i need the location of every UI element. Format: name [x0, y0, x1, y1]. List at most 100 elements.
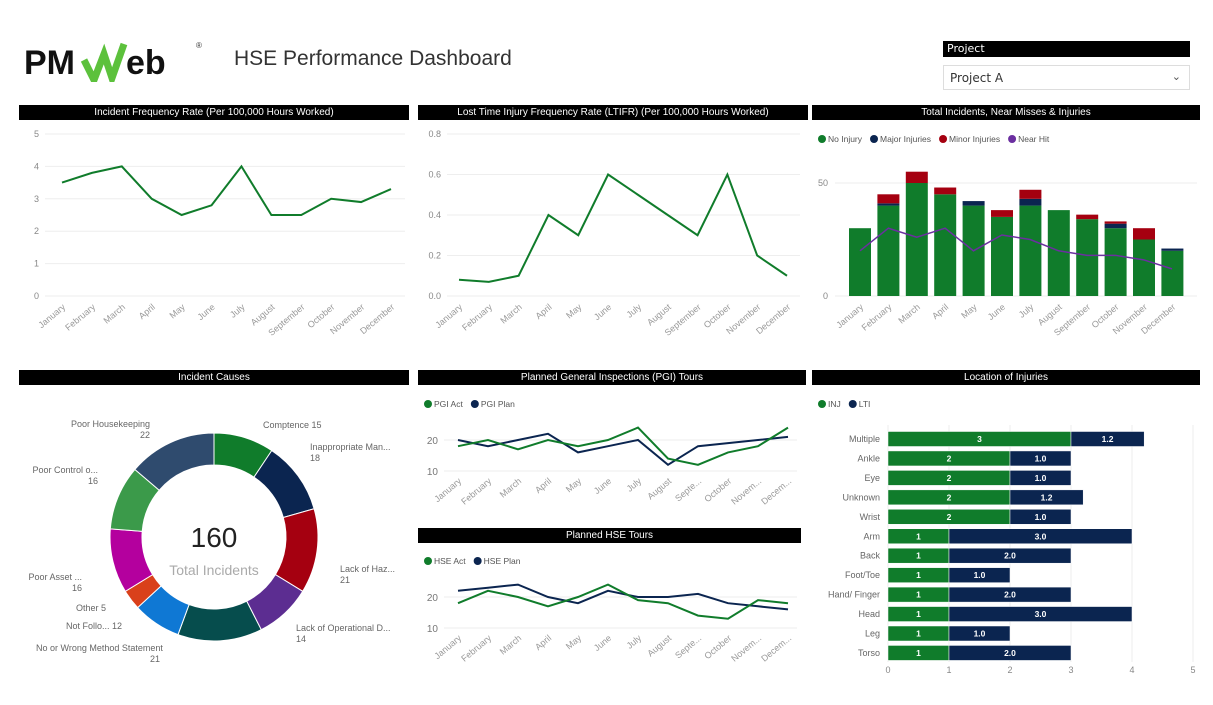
incidents-bar-minor-injuries	[905, 171, 928, 183]
pgi-title: Planned General Inspections (PGI) Tours	[418, 370, 806, 385]
location-x-tick: 4	[1129, 665, 1134, 675]
incidents-bar-minor-injuries	[991, 210, 1013, 217]
project-dropdown[interactable]: Project A ⌄	[943, 65, 1190, 90]
pgi-plan-line	[457, 432, 789, 467]
legend-marker	[424, 400, 432, 408]
incidents-bar-no-injury	[1161, 250, 1184, 296]
location-x-tick: 0	[885, 665, 890, 675]
incidents-bar-minor-injuries	[934, 187, 957, 195]
location-bar-lti	[948, 528, 1133, 544]
location-bar-label: 1.0	[974, 570, 986, 580]
causes-title: Incident Causes	[19, 370, 409, 385]
incidents-bar-no-injury	[877, 205, 900, 296]
pgi-x-tick: February	[459, 476, 493, 507]
incidents-bar-no-injury	[1133, 239, 1155, 296]
ltifr-x-tick: July	[624, 302, 643, 320]
location-bar-label: 1	[916, 648, 921, 658]
svg-text:PM: PM	[24, 44, 75, 82]
ifr-y-tick: 3	[34, 194, 39, 204]
ifr-y-tick: 1	[34, 259, 39, 269]
incidents-bar-no-injury	[991, 216, 1013, 296]
ltifr-x-tick: March	[498, 302, 524, 326]
location-bar-lti	[948, 625, 1011, 642]
location-x-tick: 5	[1190, 665, 1195, 675]
ifr-line	[61, 164, 392, 217]
pgi-act-line	[457, 426, 789, 466]
location-category: Ankle	[857, 453, 880, 463]
location-x-tick: 2	[1007, 665, 1012, 675]
location-title: Location of Injuries	[812, 370, 1200, 385]
ifr-y-tick: 2	[34, 226, 39, 236]
location-bar-label: 1	[916, 551, 921, 561]
pgi-x-tick: May	[564, 476, 584, 495]
cause-value: 18	[310, 453, 320, 463]
location-category: Hand/ Finger	[828, 590, 880, 600]
location-category: Arm	[864, 531, 881, 541]
incidents-x-tick: July	[1017, 302, 1036, 320]
total-incidents-label: Total Incidents	[169, 562, 259, 578]
hse-plan-line	[457, 583, 789, 611]
cause-label: Comptence 15	[263, 420, 322, 430]
cause-label: Inappropriate Man...	[310, 442, 391, 452]
location-bar-label: 2	[947, 492, 952, 502]
location-bar-lti	[948, 547, 1072, 564]
location-bar-label: 1.2	[1041, 492, 1053, 502]
incidents-bar-minor-injuries	[1076, 214, 1099, 220]
legend-marker	[473, 557, 482, 565]
location-bar-label: 2.0	[1004, 590, 1016, 600]
location-bar-label: 3.0	[1035, 609, 1047, 619]
pgi-x-tick: June	[592, 476, 613, 496]
near-hit-line	[859, 227, 1173, 270]
legend-marker	[818, 135, 826, 143]
cause-label: Poor Housekeeping	[71, 419, 150, 429]
hse-title: Planned HSE Tours	[418, 528, 801, 543]
cause-value: 14	[296, 634, 306, 644]
hse-x-tick: July	[625, 633, 644, 651]
incidents-x-tick: February	[860, 302, 894, 333]
ltifr-x-tick: June	[592, 302, 613, 322]
legend-marker	[1008, 135, 1017, 143]
location-category: Eye	[864, 473, 880, 483]
location-bar-label: 3.0	[1035, 531, 1047, 541]
incidents-x-tick: June	[986, 302, 1007, 322]
donut-slice	[177, 600, 262, 642]
location-bar-label: 1.0	[1035, 453, 1047, 463]
pgi-x-tick: July	[625, 476, 644, 494]
total-incidents-value: 160	[191, 522, 238, 553]
location-bar-lti	[1009, 470, 1072, 486]
incidents-bar-minor-injuries	[877, 194, 900, 204]
donut-slice	[134, 432, 215, 491]
incidents-bar-minor-injuries	[1104, 221, 1127, 224]
legend-marker	[470, 400, 479, 408]
ifr-y-tick: 4	[34, 161, 39, 171]
cause-label: Lack of Haz...	[340, 564, 395, 574]
ltifr-line	[458, 171, 788, 283]
ltifr-y-tick: 0.8	[428, 129, 441, 139]
location-x-tick: 3	[1068, 665, 1073, 675]
location-category: Foot/Toe	[845, 570, 880, 580]
incidents-bar-major-injuries	[1104, 223, 1127, 229]
cause-value: 21	[340, 575, 350, 585]
ltifr-y-tick: 0.2	[428, 251, 441, 261]
legend-marker	[870, 135, 879, 143]
ltifr-x-tick: April	[534, 302, 554, 321]
hse-x-tick: Decem...	[759, 633, 793, 664]
cause-label: Other 5	[76, 603, 106, 613]
project-slicer[interactable]: Project Project A ⌄	[943, 41, 1190, 90]
location-bar-label: 1	[916, 590, 921, 600]
hse-x-tick: March	[498, 633, 524, 657]
incidents-x-tick: May	[959, 302, 979, 321]
incidents-bar-no-injury	[934, 194, 957, 296]
incidents-y-tick: 0	[823, 291, 828, 301]
location-category: Wrist	[860, 512, 881, 522]
location-category: Back	[860, 551, 881, 561]
location-category: Multiple	[849, 434, 880, 444]
ifr-y-tick: 5	[34, 129, 39, 139]
incidents-y-tick: 50	[818, 178, 828, 188]
pgi-x-tick: April	[533, 476, 553, 495]
pgi-x-tick: Novem...	[729, 476, 763, 507]
incidents-bar-no-injury	[1076, 219, 1099, 296]
hse-x-tick: February	[459, 633, 493, 664]
location-bar-label: 2.0	[1004, 648, 1016, 658]
page-title: HSE Performance Dashboard	[234, 47, 512, 70]
